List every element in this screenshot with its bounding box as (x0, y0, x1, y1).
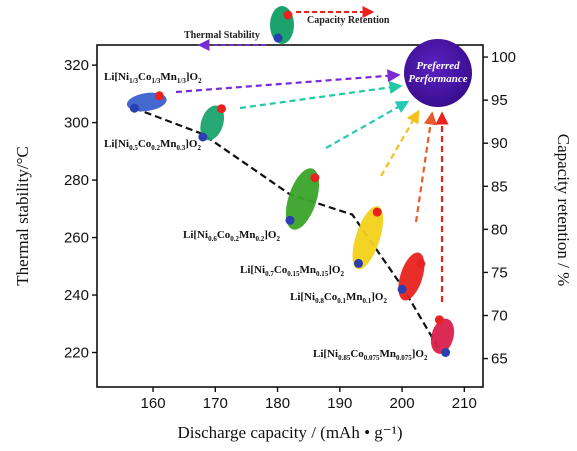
y-right-tick-label: 65 (491, 351, 508, 368)
arrow-from-ncm523 (239, 80, 403, 110)
target-circle (404, 39, 472, 107)
target-label-line2: Performance (408, 73, 467, 85)
material-label: Li[Ni0.7Co0.15Mn0.15]O2 (240, 264, 345, 278)
retention-point (434, 315, 444, 325)
legend-retention-label: Capacity Retention (307, 15, 390, 26)
target-label-line1: Preferred (416, 60, 460, 72)
legend-red-dot (283, 10, 293, 20)
legend-thermal-label: Thermal Stability (184, 30, 260, 41)
x-tick-label: 170 (203, 395, 228, 412)
legend-blue-dot (273, 33, 283, 43)
retention-point (310, 173, 320, 183)
x-tick-label: 210 (452, 395, 477, 412)
material-ellipse (285, 168, 320, 230)
retention-point (416, 259, 426, 269)
material-label: Li[Ni0.8Co0.1Mn0.1]O2 (290, 291, 388, 305)
bottom-axis: 160 170 180 190 200 210 (141, 387, 477, 412)
preferred-performance-target: Preferred Performance (404, 39, 472, 107)
y-left-tick-label: 240 (64, 287, 89, 304)
y-right-tick-label: 100 (491, 49, 516, 66)
y-left-tick-label: 320 (64, 57, 89, 74)
material-ellipse (398, 252, 425, 301)
material-ellipse (430, 318, 455, 354)
y-left-tick-label: 220 (64, 345, 89, 362)
material-label: Li[Ni0.85Co0.075Mn0.075]O2 (313, 348, 428, 362)
y-right-tick-label: 85 (491, 178, 508, 195)
left-axis: 220 240 260 280 300 320 (64, 57, 97, 362)
material-ellipse (352, 206, 384, 270)
retention-point (372, 207, 382, 217)
arrows-to-target (175, 69, 449, 302)
arrow-from-ncm71515 (380, 109, 420, 177)
y-right-tick-label: 80 (491, 221, 508, 238)
material-label: Li[Ni0.5Co0.2Mn0.3]O2 (104, 138, 202, 152)
arrow-from-ncm622 (325, 100, 410, 149)
arrow-from-ncm111 (175, 69, 401, 94)
retention-point (217, 104, 226, 114)
material-label: Li[Ni0.6Co0.2Mn0.2]O2 (183, 229, 281, 243)
x-tick-label: 160 (141, 395, 166, 412)
y-right-tick-label: 75 (491, 264, 508, 281)
material-ellipse (200, 105, 225, 141)
x-tick-label: 190 (327, 395, 352, 412)
thermal-point (441, 348, 451, 357)
y-right-tick-label: 70 (491, 307, 508, 324)
y-right-tick-label: 95 (491, 92, 508, 109)
y-right-tick-label: 90 (491, 135, 508, 152)
thermal-point (285, 215, 295, 225)
legend: Capacity Retention Thermal Stability (184, 6, 390, 51)
plot-frame (96, 44, 484, 388)
right-axis: 65 70 75 80 85 90 95 100 (483, 49, 516, 368)
material-label: Li[Ni1/3Co1/3Mn1/3]O2 (104, 71, 202, 85)
y-left-tick-label: 300 (64, 115, 89, 132)
y-axis-left-title: Thermal stability/°C (13, 146, 32, 285)
thermal-point (198, 132, 208, 142)
y-left-tick-label: 280 (64, 172, 89, 189)
thermal-point (397, 284, 407, 294)
thermal-point (129, 103, 139, 113)
retention-point (154, 91, 164, 101)
x-axis-title: Discharge capacity / (mAh • g⁻¹) (177, 423, 402, 442)
y-axis-right-title: Capacity retention / % (554, 134, 573, 286)
y-left-tick-label: 260 (64, 230, 89, 247)
x-tick-label: 200 (390, 395, 415, 412)
x-tick-label: 180 (265, 395, 290, 412)
thermal-point (354, 258, 363, 268)
arrow-from-ncm811 (414, 111, 437, 223)
